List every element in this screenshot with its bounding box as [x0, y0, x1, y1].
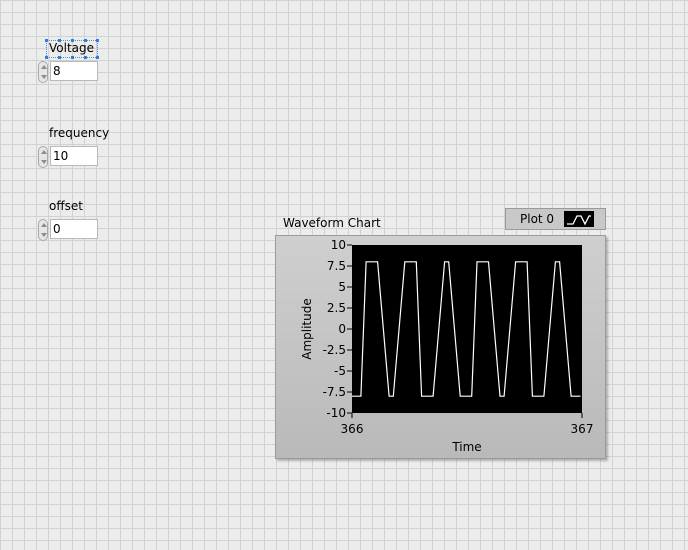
- increment-arrow-icon[interactable]: [41, 223, 47, 227]
- chart-title: Waveform Chart: [283, 216, 381, 230]
- y-tick-label: 2.5: [327, 301, 346, 315]
- offset-label: offset: [49, 199, 83, 213]
- legend-label: Plot 0: [520, 212, 555, 226]
- y-axis-label: Amplitude: [300, 298, 314, 360]
- plot-legend[interactable]: Plot 0: [505, 208, 606, 230]
- y-tick-label: 0: [338, 322, 346, 336]
- frequency-input[interactable]: 10: [50, 146, 98, 166]
- decrement-arrow-icon[interactable]: [41, 160, 47, 164]
- voltage-input[interactable]: 8: [50, 61, 98, 81]
- plot-area[interactable]: [352, 245, 582, 413]
- y-tick-label: -2.5: [323, 343, 346, 357]
- y-tick-label: 10: [331, 238, 346, 252]
- voltage-stepper[interactable]: [38, 61, 48, 83]
- decrement-arrow-icon[interactable]: [41, 75, 47, 79]
- y-tick-label: -7.5: [323, 385, 346, 399]
- plot-0-line: [352, 261, 581, 397]
- voltage-label-selection: [45, 39, 99, 59]
- frequency-stepper[interactable]: [38, 146, 48, 168]
- x-tick-label: 367: [571, 422, 594, 436]
- plot-line-icon[interactable]: [564, 211, 594, 227]
- x-tick-label: 366: [341, 422, 364, 436]
- frequency-label: frequency: [49, 126, 110, 140]
- voltage-label[interactable]: Voltage: [49, 41, 95, 55]
- y-tick-label: -10: [326, 406, 346, 420]
- y-tick-label: 5: [338, 280, 346, 294]
- x-axis-label: Time: [451, 440, 481, 454]
- offset-input[interactable]: 0: [50, 219, 98, 239]
- y-tick-label: 7.5: [327, 259, 346, 273]
- offset-stepper[interactable]: [38, 219, 48, 241]
- y-tick-label: -5: [334, 364, 346, 378]
- increment-arrow-icon[interactable]: [41, 150, 47, 154]
- increment-arrow-icon[interactable]: [41, 65, 47, 69]
- decrement-arrow-icon[interactable]: [41, 233, 47, 237]
